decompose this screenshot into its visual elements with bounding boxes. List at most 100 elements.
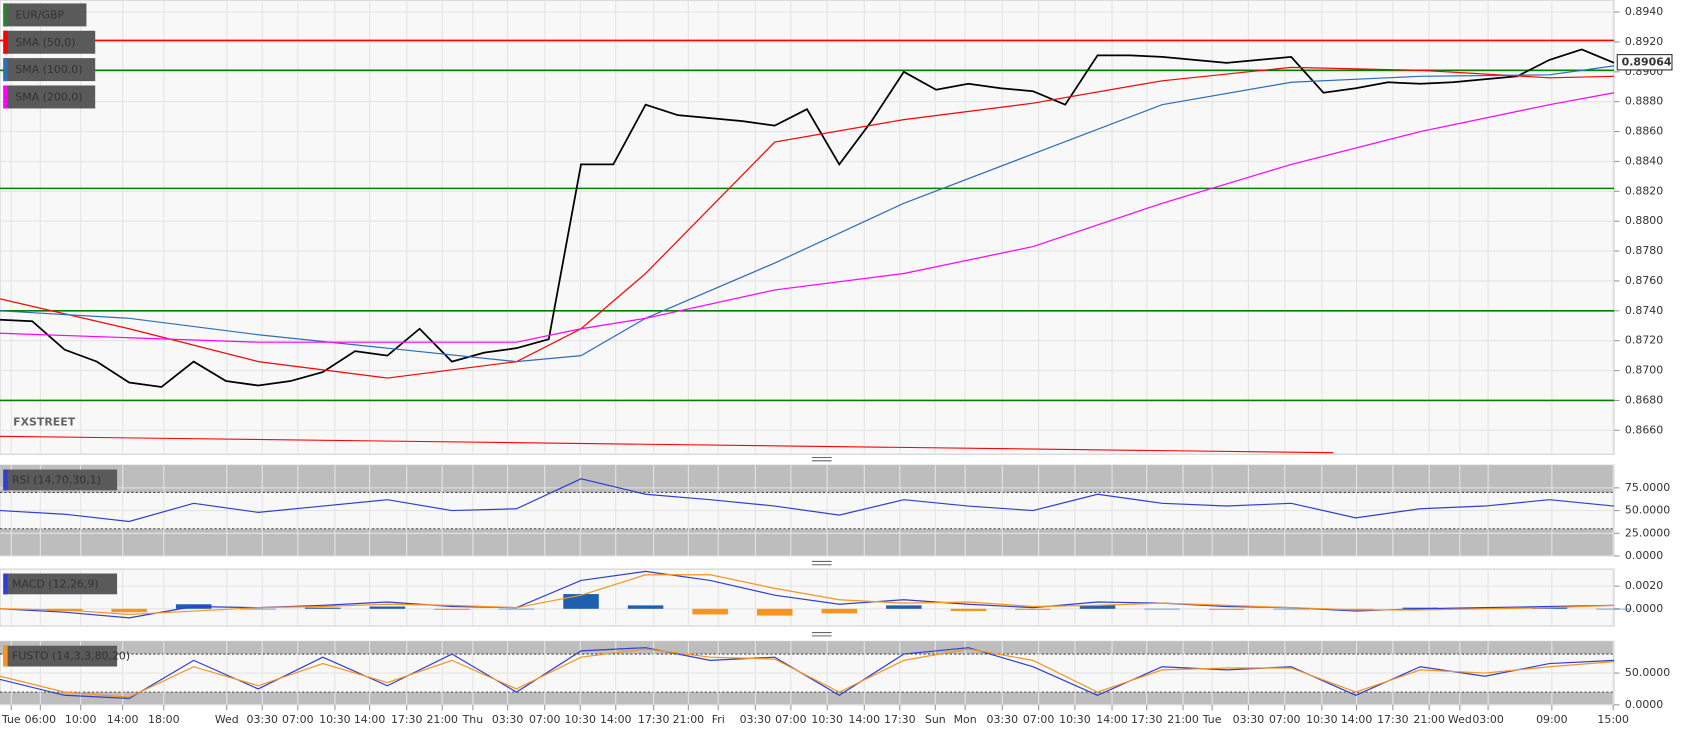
- y-tick-label: 50.0000: [1625, 666, 1670, 679]
- x-tick-label: 03:30: [987, 713, 1019, 726]
- x-tick-label: 17:30: [391, 713, 423, 726]
- y-tick-label: 0.8700: [1625, 364, 1663, 377]
- y-tick-label: 25.0000: [1625, 526, 1670, 539]
- x-tick-label: 03:00: [1472, 713, 1504, 726]
- x-tick-label: 03:30: [740, 713, 772, 726]
- y-tick-label: 0.8740: [1625, 304, 1663, 317]
- x-tick-label: 07:00: [1269, 713, 1301, 726]
- x-tick-label: 14:00: [1341, 713, 1373, 726]
- x-tick-label: 17:30: [884, 713, 916, 726]
- panel: 50.0000 0.0000 FUSTO (14,3,3,80,20): [0, 640, 1670, 711]
- histogram-bar: [498, 608, 535, 610]
- x-tick-label: 21:00: [1167, 713, 1199, 726]
- x-tick-label: 18:00: [148, 713, 180, 726]
- histogram-bar: [1079, 605, 1116, 609]
- x-tick-label: 14:00: [107, 713, 139, 726]
- indicator-title-box: [3, 573, 118, 595]
- x-tick-label: 17:30: [1131, 713, 1163, 726]
- y-tick-label: 0.8840: [1625, 154, 1663, 167]
- histogram-bar: [1273, 608, 1309, 610]
- x-tick-label: 21:00: [673, 713, 705, 726]
- indicator-swatch: [3, 573, 8, 595]
- x-tick-label: 07:00: [1023, 713, 1055, 726]
- y-tick-label: 0.8660: [1625, 423, 1663, 436]
- x-tick-label: 14:00: [354, 713, 386, 726]
- legend-label: SMA (50,0): [15, 36, 75, 49]
- legend-swatch: [3, 85, 8, 109]
- x-tick-label: 06:00: [25, 713, 57, 726]
- x-tick-label: Mon: [954, 713, 977, 726]
- histogram-bar: [563, 594, 599, 609]
- x-tick-label: Wed: [1448, 713, 1472, 726]
- x-tick-label: Wed: [215, 713, 239, 726]
- x-tick-label: Sun: [925, 713, 946, 726]
- oversold-zone: [0, 692, 1614, 705]
- series-line: [0, 648, 1615, 698]
- x-tick-label: Tue: [1, 713, 21, 726]
- y-tick-label: 75.0000: [1625, 481, 1670, 494]
- indicator-swatch: [3, 469, 8, 491]
- legend-label: EUR/GBP: [15, 8, 64, 21]
- y-tick-label: 0.8820: [1625, 184, 1663, 197]
- x-tick-label: 03:30: [492, 713, 524, 726]
- x-tick-label: 07:00: [775, 713, 807, 726]
- histogram-bar: [627, 605, 664, 609]
- indicator-title: MACD (12,26,9): [12, 577, 99, 590]
- legend-label: SMA (200,0): [15, 91, 82, 104]
- y-tick-label: 0.8720: [1625, 334, 1663, 347]
- x-tick-label: 07:00: [529, 713, 561, 726]
- x-tick-label: 10:30: [1306, 713, 1338, 726]
- x-tick-label: Fri: [712, 713, 725, 726]
- x-tick-label: Thu: [462, 713, 484, 726]
- x-tick-label: 10:00: [65, 713, 97, 726]
- y-tick-label: 50.0000: [1625, 504, 1670, 517]
- y-tick-label: 0.8920: [1625, 35, 1663, 48]
- legend-box: [3, 85, 96, 109]
- histogram-bar: [434, 608, 470, 610]
- y-tick-label: 0.8680: [1625, 393, 1663, 406]
- watermark: FXSTREET: [13, 415, 76, 428]
- histogram-bar: [111, 608, 147, 613]
- histogram-bar: [950, 608, 987, 612]
- histogram-bar: [1015, 608, 1051, 610]
- x-tick-label: 10:30: [811, 713, 843, 726]
- x-tick-label: 10:30: [319, 713, 351, 726]
- legend-label: SMA (100,0): [15, 63, 82, 76]
- plot-area: [0, 0, 1615, 455]
- legend-box: [3, 30, 96, 54]
- series-line: [0, 574, 1615, 616]
- legend-swatch: [3, 3, 8, 27]
- histogram-bar: [756, 608, 793, 616]
- y-tick-label: 0.8780: [1625, 244, 1663, 257]
- x-tick-label: 14:00: [1096, 713, 1128, 726]
- x-tick-label: 14:00: [849, 713, 881, 726]
- histogram-bar: [821, 608, 858, 614]
- y-tick-label: 0.8880: [1625, 95, 1663, 108]
- histogram-bar: [1144, 608, 1180, 610]
- y-tick-label: 0.8800: [1625, 214, 1663, 227]
- overbought-zone: [0, 641, 1614, 655]
- legend-box: [3, 58, 96, 82]
- series-line: [0, 66, 1615, 379]
- y-tick-label: 0.8860: [1625, 125, 1663, 138]
- y-tick-label: 0.0000: [1625, 698, 1663, 711]
- indicator-title-box: [3, 645, 118, 667]
- x-tick-label: 21:00: [1413, 713, 1445, 726]
- panel-handles: [811, 456, 832, 637]
- histogram-bar: [240, 608, 276, 610]
- indicator-title: FUSTO (14,3,3,80,20): [12, 650, 130, 663]
- series-line: [0, 48, 1615, 388]
- histogram-bar: [692, 608, 728, 615]
- last-value-label: 0.89064: [1622, 55, 1672, 68]
- x-tick-label: 10:30: [1059, 713, 1091, 726]
- x-tick-label: 07:00: [282, 713, 314, 726]
- plot-area: [0, 568, 1615, 627]
- histogram-bar: [305, 607, 341, 609]
- histogram-bar: [369, 606, 406, 609]
- indicator-title-box: [3, 469, 118, 491]
- indicator-swatch: [3, 645, 8, 667]
- x-tick-label: 09:00: [1536, 713, 1568, 726]
- x-tick-label: 03:30: [247, 713, 279, 726]
